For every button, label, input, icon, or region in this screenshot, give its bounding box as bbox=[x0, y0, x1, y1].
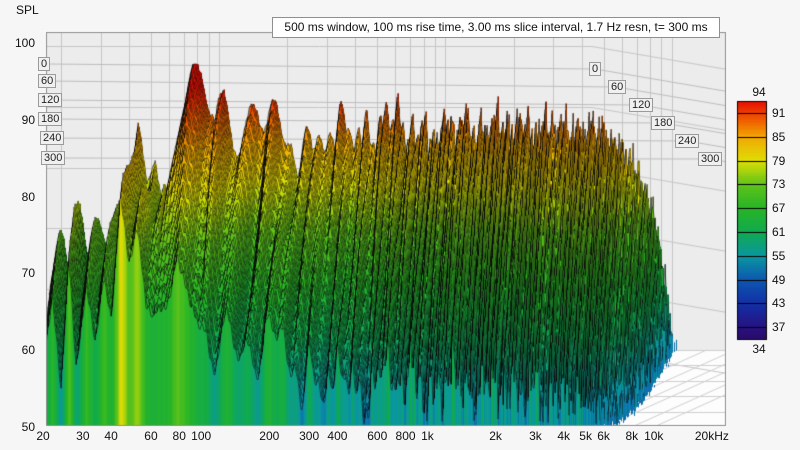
spl-tick-label: 100 bbox=[14, 36, 35, 50]
colorbar-max-label: 94 bbox=[752, 85, 766, 99]
colorbar-boundary-label: 79 bbox=[772, 153, 786, 168]
freq-tick-label: 3k bbox=[529, 429, 542, 443]
time-slice-label-left: 240 bbox=[40, 131, 65, 145]
colorbar-boundary-label: 85 bbox=[772, 129, 786, 144]
colorbar-boundary-label: 49 bbox=[772, 272, 786, 287]
time-slice-label-left: 60 bbox=[38, 74, 57, 88]
time-slice-label-right: 180 bbox=[651, 116, 676, 130]
spl-tick-label: 70 bbox=[21, 266, 35, 281]
freq-tick-label: 200 bbox=[259, 429, 280, 443]
freq-tick-label: 20 bbox=[36, 429, 50, 443]
spl-tick-label: 50 bbox=[21, 420, 35, 434]
freq-tick-label: 1k bbox=[421, 429, 434, 443]
freq-tick-label: 30 bbox=[76, 429, 90, 443]
freq-tick-label: 600 bbox=[367, 429, 388, 443]
colorbar-boundary-label: 55 bbox=[772, 248, 786, 263]
spl-axis-title: SPL bbox=[16, 3, 39, 17]
colorbar-boundary-label: 67 bbox=[772, 201, 786, 216]
colorbar-boundary-label: 37 bbox=[772, 320, 786, 335]
spl-tick-label: 80 bbox=[21, 189, 35, 204]
freq-tick-label: 5k bbox=[579, 429, 592, 443]
time-slice-label-left: 0 bbox=[38, 57, 51, 71]
measurement-info-box: 500 ms window, 100 ms rise time, 3.00 ms… bbox=[272, 17, 720, 38]
colorbar-min-label: 34 bbox=[752, 342, 766, 356]
freq-tick-label: 60 bbox=[144, 429, 158, 443]
freq-tick-label: 10k bbox=[644, 429, 664, 443]
colorbar-boundary-label: 61 bbox=[772, 224, 786, 239]
freq-tick-label: 8k bbox=[625, 429, 639, 443]
freq-tick-label: 800 bbox=[395, 429, 416, 443]
spl-tick-label: 60 bbox=[21, 343, 35, 358]
freq-tick-label: 400 bbox=[327, 429, 348, 443]
time-slice-label-left: 180 bbox=[38, 112, 63, 126]
time-slice-label-right: 0 bbox=[589, 62, 602, 76]
freq-tick-label: 6k bbox=[597, 429, 610, 443]
freq-tick-label: 300 bbox=[299, 429, 320, 443]
freq-tick-label: 40 bbox=[104, 429, 118, 443]
time-slice-label-right: 120 bbox=[629, 98, 654, 112]
time-slice-label-right: 300 bbox=[698, 152, 723, 166]
time-slice-label-left: 300 bbox=[41, 151, 66, 165]
freq-tick-label: 20kHz bbox=[694, 429, 729, 443]
spl-tick-label: 90 bbox=[21, 112, 35, 127]
time-slice-label-right: 60 bbox=[608, 80, 627, 94]
freq-tick-label: 80 bbox=[172, 429, 186, 443]
colorbar-boundary-label: 91 bbox=[772, 105, 786, 120]
time-slice-label-left: 120 bbox=[38, 93, 63, 107]
freq-tick-label: 2k bbox=[489, 429, 502, 443]
colorbar-boundary-label: 73 bbox=[772, 177, 786, 192]
colorbar-boundary-label: 43 bbox=[772, 296, 786, 311]
freq-tick-label: 100 bbox=[191, 429, 212, 443]
freq-tick-label: 4k bbox=[557, 429, 571, 443]
time-slice-label-right: 240 bbox=[675, 134, 700, 148]
